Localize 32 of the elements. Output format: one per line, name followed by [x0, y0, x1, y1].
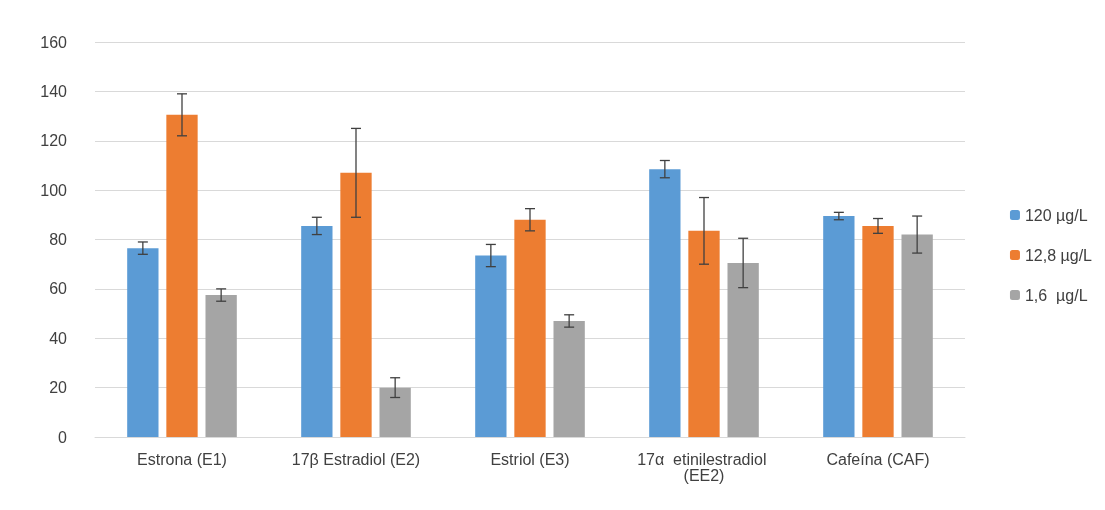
y-tick-label: 60: [49, 280, 68, 298]
bar: [649, 169, 681, 437]
bar: [301, 225, 333, 437]
bar: [379, 387, 411, 437]
bar: [340, 172, 372, 437]
y-tick-label: 20: [49, 379, 68, 397]
x-tick-label: Cafeína (CAF): [826, 450, 930, 468]
bar: [823, 216, 855, 437]
bar: [553, 320, 585, 437]
x-tick-label: Estriol (E3): [490, 450, 570, 468]
bar: [514, 219, 546, 437]
y-tick-label: 100: [40, 181, 68, 199]
y-tick-label: 120: [40, 132, 68, 150]
bar: [475, 255, 507, 437]
legend-label: 1,6 µg/L: [1024, 286, 1088, 304]
bar: [862, 225, 894, 437]
bar: [127, 248, 159, 437]
bar: [166, 114, 198, 437]
bar: [205, 295, 237, 437]
y-tick-label: 160: [40, 33, 68, 51]
legend-label: 120 µg/L: [1024, 206, 1088, 224]
y-tick-label: 140: [40, 82, 68, 100]
x-tick-label: Estrona (E1): [137, 450, 227, 468]
bar: [727, 262, 759, 437]
y-tick-label: 40: [49, 329, 68, 347]
x-tick-label: 17α etinilestradiol (EE2): [637, 450, 771, 484]
legend-label: 12,8 µg/L: [1024, 246, 1093, 264]
x-tick-label: 17β Estradiol (E2): [291, 450, 421, 468]
y-tick-label: 0: [58, 428, 68, 446]
bar: [901, 234, 933, 437]
bar: [688, 230, 720, 437]
y-tick-label: 80: [49, 231, 68, 248]
